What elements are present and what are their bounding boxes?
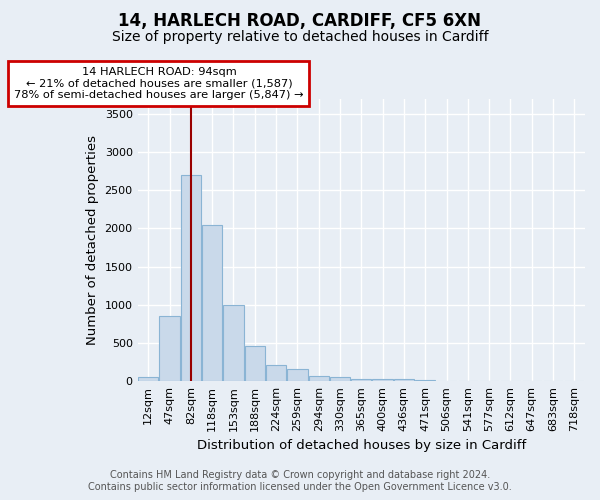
Text: Contains HM Land Registry data © Crown copyright and database right 2024.
Contai: Contains HM Land Registry data © Crown c… <box>88 470 512 492</box>
Bar <box>308 376 329 381</box>
Bar <box>160 316 179 381</box>
X-axis label: Distribution of detached houses by size in Cardiff: Distribution of detached houses by size … <box>197 440 526 452</box>
Text: 14, HARLECH ROAD, CARDIFF, CF5 6XN: 14, HARLECH ROAD, CARDIFF, CF5 6XN <box>119 12 482 30</box>
Bar <box>245 346 265 381</box>
Bar <box>330 378 350 381</box>
Bar <box>394 379 414 381</box>
Bar <box>181 175 201 381</box>
Y-axis label: Number of detached properties: Number of detached properties <box>86 135 99 345</box>
Bar <box>436 380 457 381</box>
Bar <box>138 376 158 381</box>
Bar <box>287 370 308 381</box>
Bar <box>202 224 222 381</box>
Bar <box>351 378 371 381</box>
Bar <box>223 305 244 381</box>
Text: 14 HARLECH ROAD: 94sqm
← 21% of detached houses are smaller (1,587)
78% of semi-: 14 HARLECH ROAD: 94sqm ← 21% of detached… <box>14 67 304 100</box>
Bar <box>373 380 393 381</box>
Bar <box>415 380 436 381</box>
Text: Size of property relative to detached houses in Cardiff: Size of property relative to detached ho… <box>112 30 488 44</box>
Bar <box>266 365 286 381</box>
